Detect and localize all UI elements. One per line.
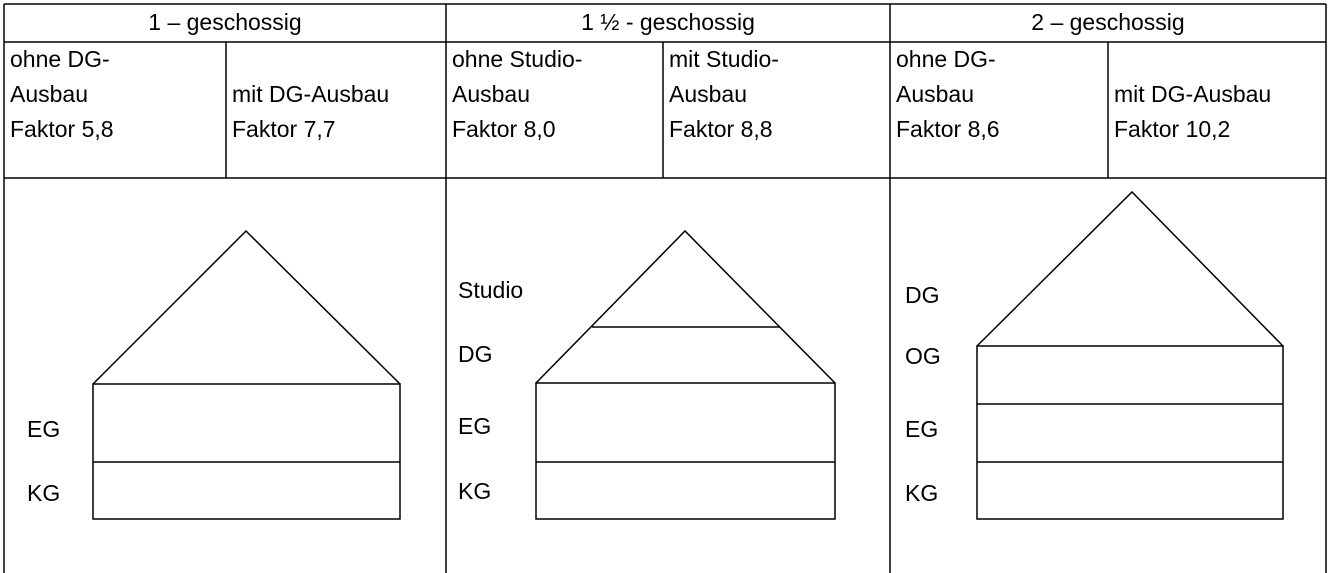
cell-text: Ausbau: [669, 81, 747, 107]
floor-label: OG: [905, 343, 941, 369]
cell-text: mit DG-Ausbau: [1114, 81, 1271, 107]
table-grid: [3, 3, 1327, 573]
cell-text: mit Studio-: [669, 46, 779, 72]
floor-label: DG: [458, 341, 493, 367]
house-diagram-2: [535, 229, 836, 520]
house-diagram-3: [976, 190, 1284, 520]
floor-label: KG: [27, 480, 60, 506]
cell-text: Faktor 10,2: [1114, 116, 1230, 142]
cell-text: ohne Studio-: [452, 46, 582, 72]
cell-text: Ausbau: [10, 81, 88, 107]
floor-label: EG: [905, 416, 938, 442]
column-header: 2 – geschossig: [1031, 9, 1184, 35]
cell-text: Faktor 8,6: [896, 116, 1000, 142]
floor-label: KG: [458, 478, 491, 504]
cell-text: ohne DG-: [896, 46, 996, 72]
cell-text: ohne DG-: [10, 46, 110, 72]
column-header: 1 ½ - geschossig: [581, 9, 755, 35]
cell-text: Ausbau: [452, 81, 530, 107]
cell-text: Faktor 8,0: [452, 116, 556, 142]
cell-text: Faktor 5,8: [10, 116, 114, 142]
floor-label: Studio: [458, 277, 523, 303]
floor-label: EG: [27, 416, 60, 442]
floor-label: EG: [458, 413, 491, 439]
cell-text: mit DG-Ausbau: [232, 81, 389, 107]
column-header: 1 – geschossig: [148, 9, 301, 35]
floor-label: DG: [905, 282, 940, 308]
cell-text: Faktor 8,8: [669, 116, 773, 142]
floor-label: KG: [905, 480, 938, 506]
cell-text: Ausbau: [896, 81, 974, 107]
house-diagram-1: [92, 229, 401, 520]
cell-text: Faktor 7,7: [232, 116, 336, 142]
